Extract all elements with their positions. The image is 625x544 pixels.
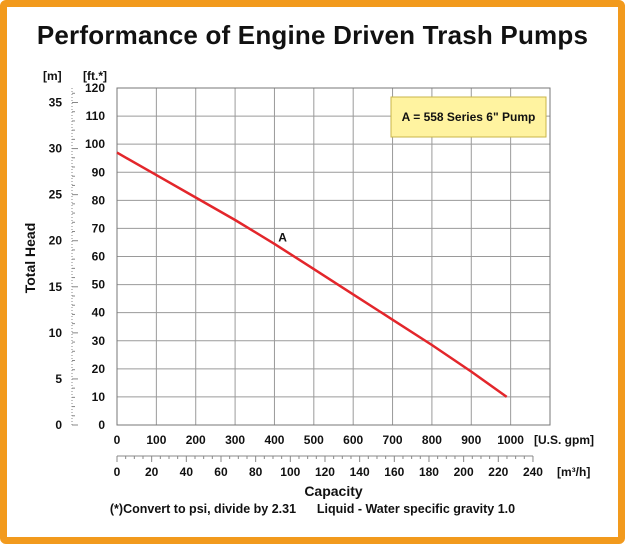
curve-label-A: A xyxy=(278,230,287,244)
x-tick-label-m3h: 240 xyxy=(523,465,543,479)
y-tick-label-ft: 30 xyxy=(92,334,106,348)
x-tick-label-gpm: 700 xyxy=(383,433,403,447)
curve-A xyxy=(116,151,508,398)
chart-title: Performance of Engine Driven Trash Pumps xyxy=(36,20,589,50)
y-unit-m: [m] xyxy=(43,69,62,83)
y-tick-label-ft: 80 xyxy=(92,193,106,207)
y-tick-label-ft: 90 xyxy=(92,165,106,179)
x-tick-label-gpm: 1000 xyxy=(497,433,524,447)
x-tick-label-m3h: 20 xyxy=(145,465,159,479)
x-tick-label-gpm: 0 xyxy=(114,433,121,447)
x-tick-label-gpm: 500 xyxy=(304,433,324,447)
x-tick-label-m3h: 80 xyxy=(249,465,263,479)
x-tick-label-m3h: 0 xyxy=(114,465,121,479)
y-tick-label-m: 30 xyxy=(49,142,63,156)
y-tick-label-m: 20 xyxy=(49,234,63,248)
y-tick-label-ft: 10 xyxy=(92,390,106,404)
y-tick-label-m: 15 xyxy=(49,280,63,294)
x-tick-label-m3h: 220 xyxy=(488,465,508,479)
x-tick-label-m3h: 140 xyxy=(350,465,370,479)
footnote: (*)Convert to psi, divide by 2.31 Liquid… xyxy=(109,502,516,516)
x-tick-label-m3h: 60 xyxy=(214,465,228,479)
y-tick-label-ft: 100 xyxy=(85,137,105,151)
x-tick-label-gpm: 300 xyxy=(225,433,245,447)
x-tick-label-m3h: 40 xyxy=(180,465,194,479)
y-tick-label-ft: 70 xyxy=(92,221,106,235)
plot-border xyxy=(116,87,551,426)
legend-box xyxy=(390,96,547,138)
y-tick-label-m: 10 xyxy=(49,326,63,340)
x-tick-label-gpm: 100 xyxy=(146,433,166,447)
y-tick-label-ft: 60 xyxy=(92,250,106,264)
x-tick-label-gpm: 600 xyxy=(343,433,363,447)
x-tick-label-gpm: 900 xyxy=(461,433,481,447)
x-tick-label-m3h: 100 xyxy=(280,465,300,479)
y-tick-label-ft: 20 xyxy=(92,362,106,376)
x-unit-m3h: [m³/h] xyxy=(557,465,590,479)
y-tick-label-m: 25 xyxy=(49,188,63,202)
x-axis-title: Capacity xyxy=(304,483,363,499)
x-tick-label-gpm: 400 xyxy=(264,433,284,447)
x-tick-label-gpm: 800 xyxy=(422,433,442,447)
y-unit-ft: [ft.*] xyxy=(83,69,107,83)
x-tick-label-gpm: 200 xyxy=(186,433,206,447)
x-tick-label-m3h: 180 xyxy=(419,465,439,479)
y-tick-label-ft: 40 xyxy=(92,306,106,320)
y-tick-label-m: 35 xyxy=(49,96,63,110)
y-tick-label-m: 0 xyxy=(55,418,62,432)
y-tick-label-ft: 110 xyxy=(86,109,106,123)
y-tick-label-m: 5 xyxy=(55,372,62,386)
x-tick-label-m3h: 160 xyxy=(384,465,404,479)
y-axis-title: Total Head xyxy=(22,223,38,294)
y-tick-label-ft: 0 xyxy=(98,418,105,432)
y-tick-label-ft: 120 xyxy=(85,81,105,95)
x-tick-label-m3h: 200 xyxy=(454,465,474,479)
y-tick-label-ft: 50 xyxy=(92,278,106,292)
x-tick-label-m3h: 120 xyxy=(315,465,335,479)
legend-text: A = 558 Series 6" Pump xyxy=(402,110,536,124)
x-unit-gpm: [U.S. gpm] xyxy=(534,433,594,447)
